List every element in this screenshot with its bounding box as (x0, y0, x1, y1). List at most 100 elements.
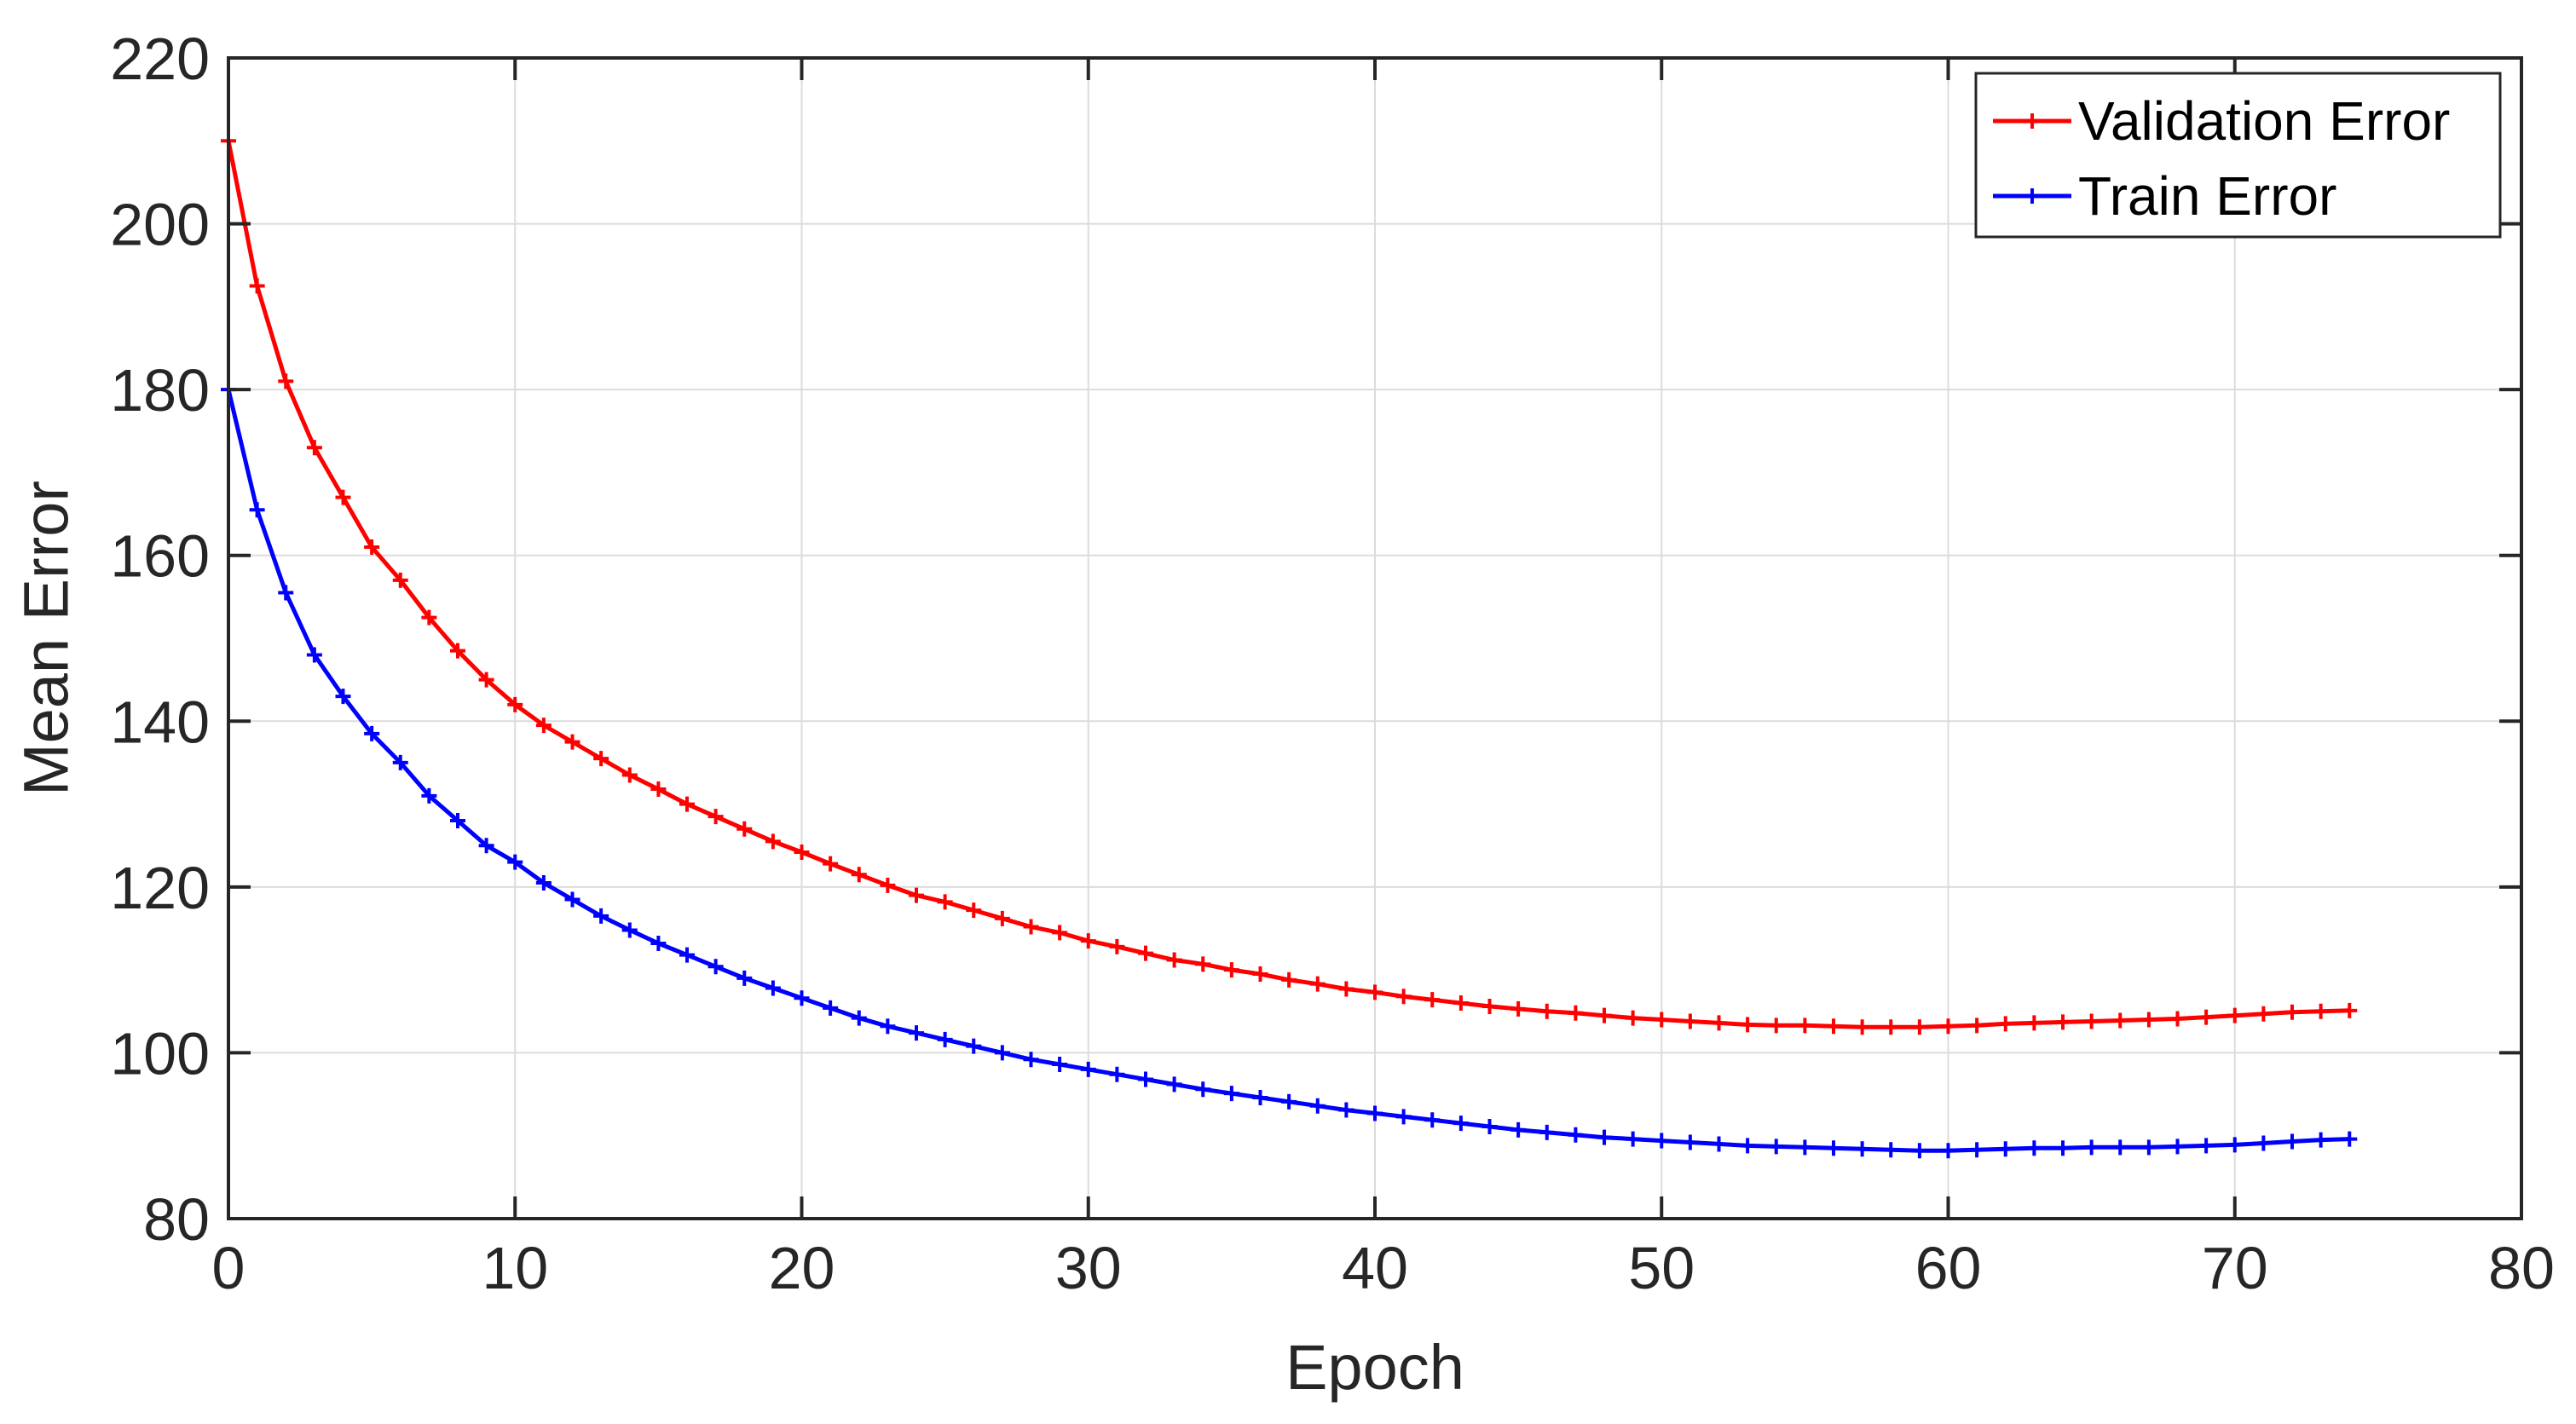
y-tick-label: 120 (110, 855, 210, 921)
data-point-marker (1052, 925, 1068, 941)
y-tick-label: 100 (110, 1020, 210, 1087)
data-point-marker (1109, 938, 1125, 954)
data-point-marker (1195, 1081, 1211, 1098)
data-point-marker (1367, 984, 1383, 1000)
data-point-marker (1223, 1086, 1239, 1102)
data-point-marker (1338, 1102, 1354, 1118)
data-point-marker (2227, 1007, 2243, 1023)
data-point-marker (1969, 1142, 1985, 1158)
data-point-marker (880, 1018, 896, 1035)
data-point-marker (450, 643, 465, 659)
data-point-marker (909, 887, 924, 903)
x-tick-label: 50 (1628, 1235, 1695, 1301)
data-point-marker (1481, 998, 1498, 1014)
data-point-marker (1682, 1013, 1698, 1029)
data-point-marker (1911, 1019, 1927, 1035)
x-axis-label: Epoch (1285, 1332, 1464, 1403)
legend-label-validation-error: Validation Error (2078, 90, 2450, 152)
data-point-marker (1023, 919, 1039, 935)
data-point-marker (1625, 1010, 1641, 1026)
data-point-marker (1940, 1018, 1956, 1035)
data-point-marker (937, 894, 953, 910)
data-point-marker (765, 980, 781, 996)
data-point-marker (1969, 1018, 1985, 1034)
data-point-marker (364, 725, 380, 741)
data-point-marker (1883, 1142, 1899, 1158)
data-point-marker (1510, 1000, 1527, 1017)
y-axis-label: Mean Error (11, 481, 82, 796)
data-point-marker (1424, 1112, 1441, 1128)
data-point-marker (535, 718, 552, 734)
data-point-marker (2227, 1137, 2243, 1153)
data-point-marker (1281, 971, 1297, 988)
data-point-marker (478, 838, 494, 854)
data-point-marker (2198, 1138, 2215, 1154)
data-point-marker (1252, 1089, 1268, 1105)
data-point-marker (1911, 1143, 1927, 1159)
data-point-marker (507, 854, 523, 870)
y-tick-label: 180 (110, 357, 210, 424)
data-point-marker (650, 936, 667, 952)
data-point-marker (1138, 1071, 1153, 1087)
data-point-marker (2342, 1002, 2358, 1018)
data-point-marker (823, 856, 839, 872)
data-point-marker (679, 947, 695, 963)
data-point-marker (1940, 1143, 1956, 1159)
data-point-marker (2284, 1133, 2300, 1150)
data-point-marker (1367, 1105, 1383, 1121)
data-point-marker (1453, 1116, 1469, 1132)
data-point-marker (2055, 1140, 2071, 1156)
data-point-marker (1625, 1131, 1641, 1147)
data-point-marker (1309, 976, 1326, 992)
legend-marker-validation-error (2024, 113, 2040, 129)
data-point-marker (1023, 1052, 1039, 1068)
x-tick-label: 70 (2202, 1235, 2268, 1301)
y-tick-label: 140 (110, 689, 210, 755)
data-point-marker (364, 539, 380, 555)
data-point-marker (1395, 1109, 1412, 1125)
data-point-marker (851, 1010, 867, 1026)
data-point-marker (593, 751, 609, 767)
data-point-marker (1539, 1124, 1555, 1140)
data-point-marker (507, 696, 523, 712)
data-point-marker (1797, 1018, 1813, 1034)
legend-label-train-error: Train Error (2078, 165, 2336, 227)
data-point-marker (2255, 1006, 2272, 1022)
data-point-marker (1854, 1019, 1870, 1035)
data-point-marker (650, 781, 667, 798)
data-point-marker (1597, 1007, 1612, 1023)
y-tick-label: 220 (110, 26, 210, 92)
data-point-marker (249, 278, 265, 294)
data-point-marker (1453, 995, 1469, 1012)
data-point-marker (2055, 1014, 2071, 1030)
x-tick-label: 10 (482, 1235, 548, 1301)
data-point-marker (1109, 1066, 1125, 1082)
series-layer (221, 133, 2358, 1159)
data-point-marker (1138, 945, 1153, 961)
data-point-marker (2112, 1139, 2128, 1156)
data-point-marker (564, 734, 580, 750)
data-point-marker (1568, 1005, 1584, 1021)
data-point-marker (1997, 1141, 2013, 1157)
data-point-marker (2313, 1003, 2329, 1019)
data-point-marker (306, 647, 322, 663)
data-point-marker (421, 787, 437, 804)
data-point-marker (2198, 1009, 2215, 1025)
data-point-marker (2342, 1131, 2358, 1147)
data-point-marker (2026, 1140, 2042, 1156)
data-point-marker (2083, 1139, 2099, 1156)
data-point-marker (2112, 1012, 2128, 1029)
data-point-marker (1166, 1076, 1182, 1093)
data-point-marker (2026, 1015, 2042, 1031)
data-point-marker (2140, 1012, 2157, 1028)
data-point-marker (278, 373, 294, 389)
data-point-marker (621, 767, 638, 783)
data-point-marker (2140, 1139, 2157, 1156)
data-point-marker (679, 796, 695, 812)
data-point-marker (966, 902, 982, 919)
data-point-marker (1711, 1015, 1727, 1031)
data-point-marker (1309, 1098, 1326, 1114)
data-point-marker (736, 970, 753, 986)
data-point-marker (1281, 1093, 1297, 1110)
